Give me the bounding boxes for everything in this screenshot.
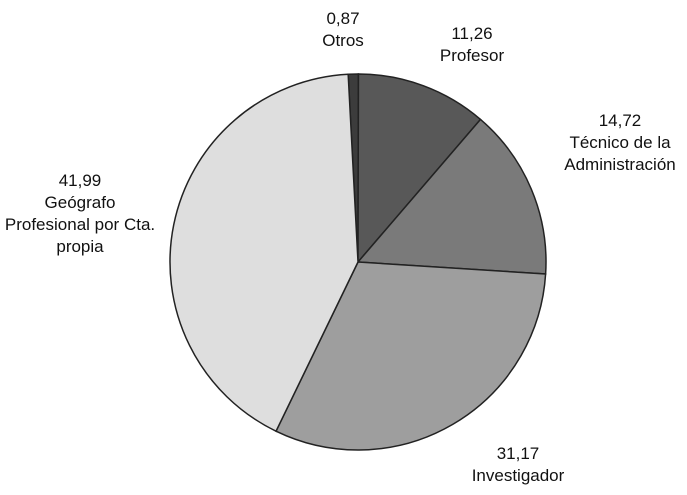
slice-label: 11,26 Profesor — [412, 23, 532, 67]
pie-slice — [356, 118, 547, 275]
category-label: Investigador — [471, 466, 565, 485]
value-label: 0,87 — [326, 9, 360, 28]
category-label: Otros — [322, 31, 364, 50]
slice-label: 31,17 Investigador — [448, 443, 588, 487]
pie-slice — [275, 261, 547, 451]
value-label: 14,72 — [598, 111, 642, 130]
pie-slice — [169, 73, 359, 433]
value-label: 41,99 — [58, 171, 102, 190]
category-label: Técnico de la Administración — [564, 133, 676, 174]
category-label: Profesor — [439, 46, 505, 65]
category-label: Geógrafo Profesional por Cta. propia — [4, 193, 156, 256]
value-label: 31,17 — [496, 444, 540, 463]
slice-label: 41,99 Geógrafo Profesional por Cta. propi… — [0, 170, 160, 258]
pie-slice — [357, 73, 482, 265]
slice-label: 14,72 Técnico de la Administración — [545, 110, 687, 176]
value-label: 11,26 — [451, 24, 493, 43]
slice-label: 0,87 Otros — [298, 8, 388, 52]
